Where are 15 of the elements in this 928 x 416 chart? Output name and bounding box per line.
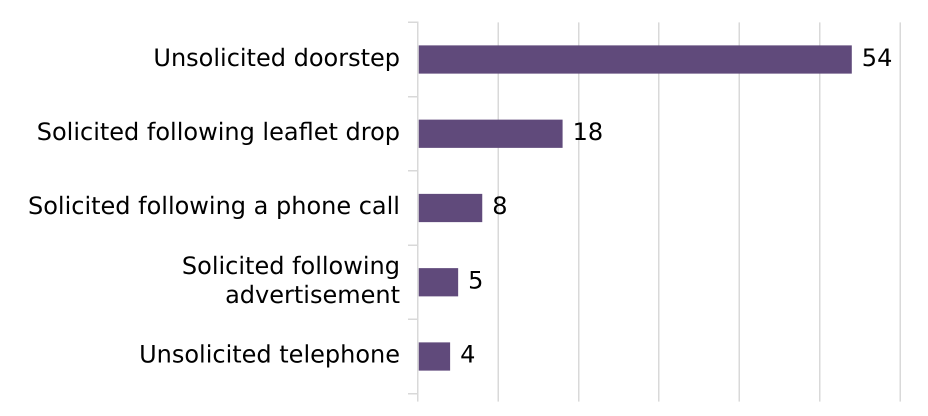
data-label: 5 [468, 266, 484, 294]
y-tick-label: Unsolicited telephone [139, 340, 400, 369]
bar [418, 342, 450, 371]
bar [418, 120, 563, 148]
data-label: 4 [460, 340, 476, 369]
y-tick-label: Solicited following advertisement [182, 252, 400, 309]
bar [418, 45, 852, 74]
data-label: 18 [572, 118, 604, 146]
bar [418, 268, 458, 296]
bar [418, 194, 482, 222]
data-label: 54 [862, 44, 892, 72]
y-tick-label: Solicited following a phone call [28, 192, 400, 220]
y-tick-label: Solicited following leaflet drop [36, 118, 400, 146]
data-label: 8 [492, 192, 508, 220]
y-tick-label: Unsolicited doorstep [153, 44, 400, 72]
